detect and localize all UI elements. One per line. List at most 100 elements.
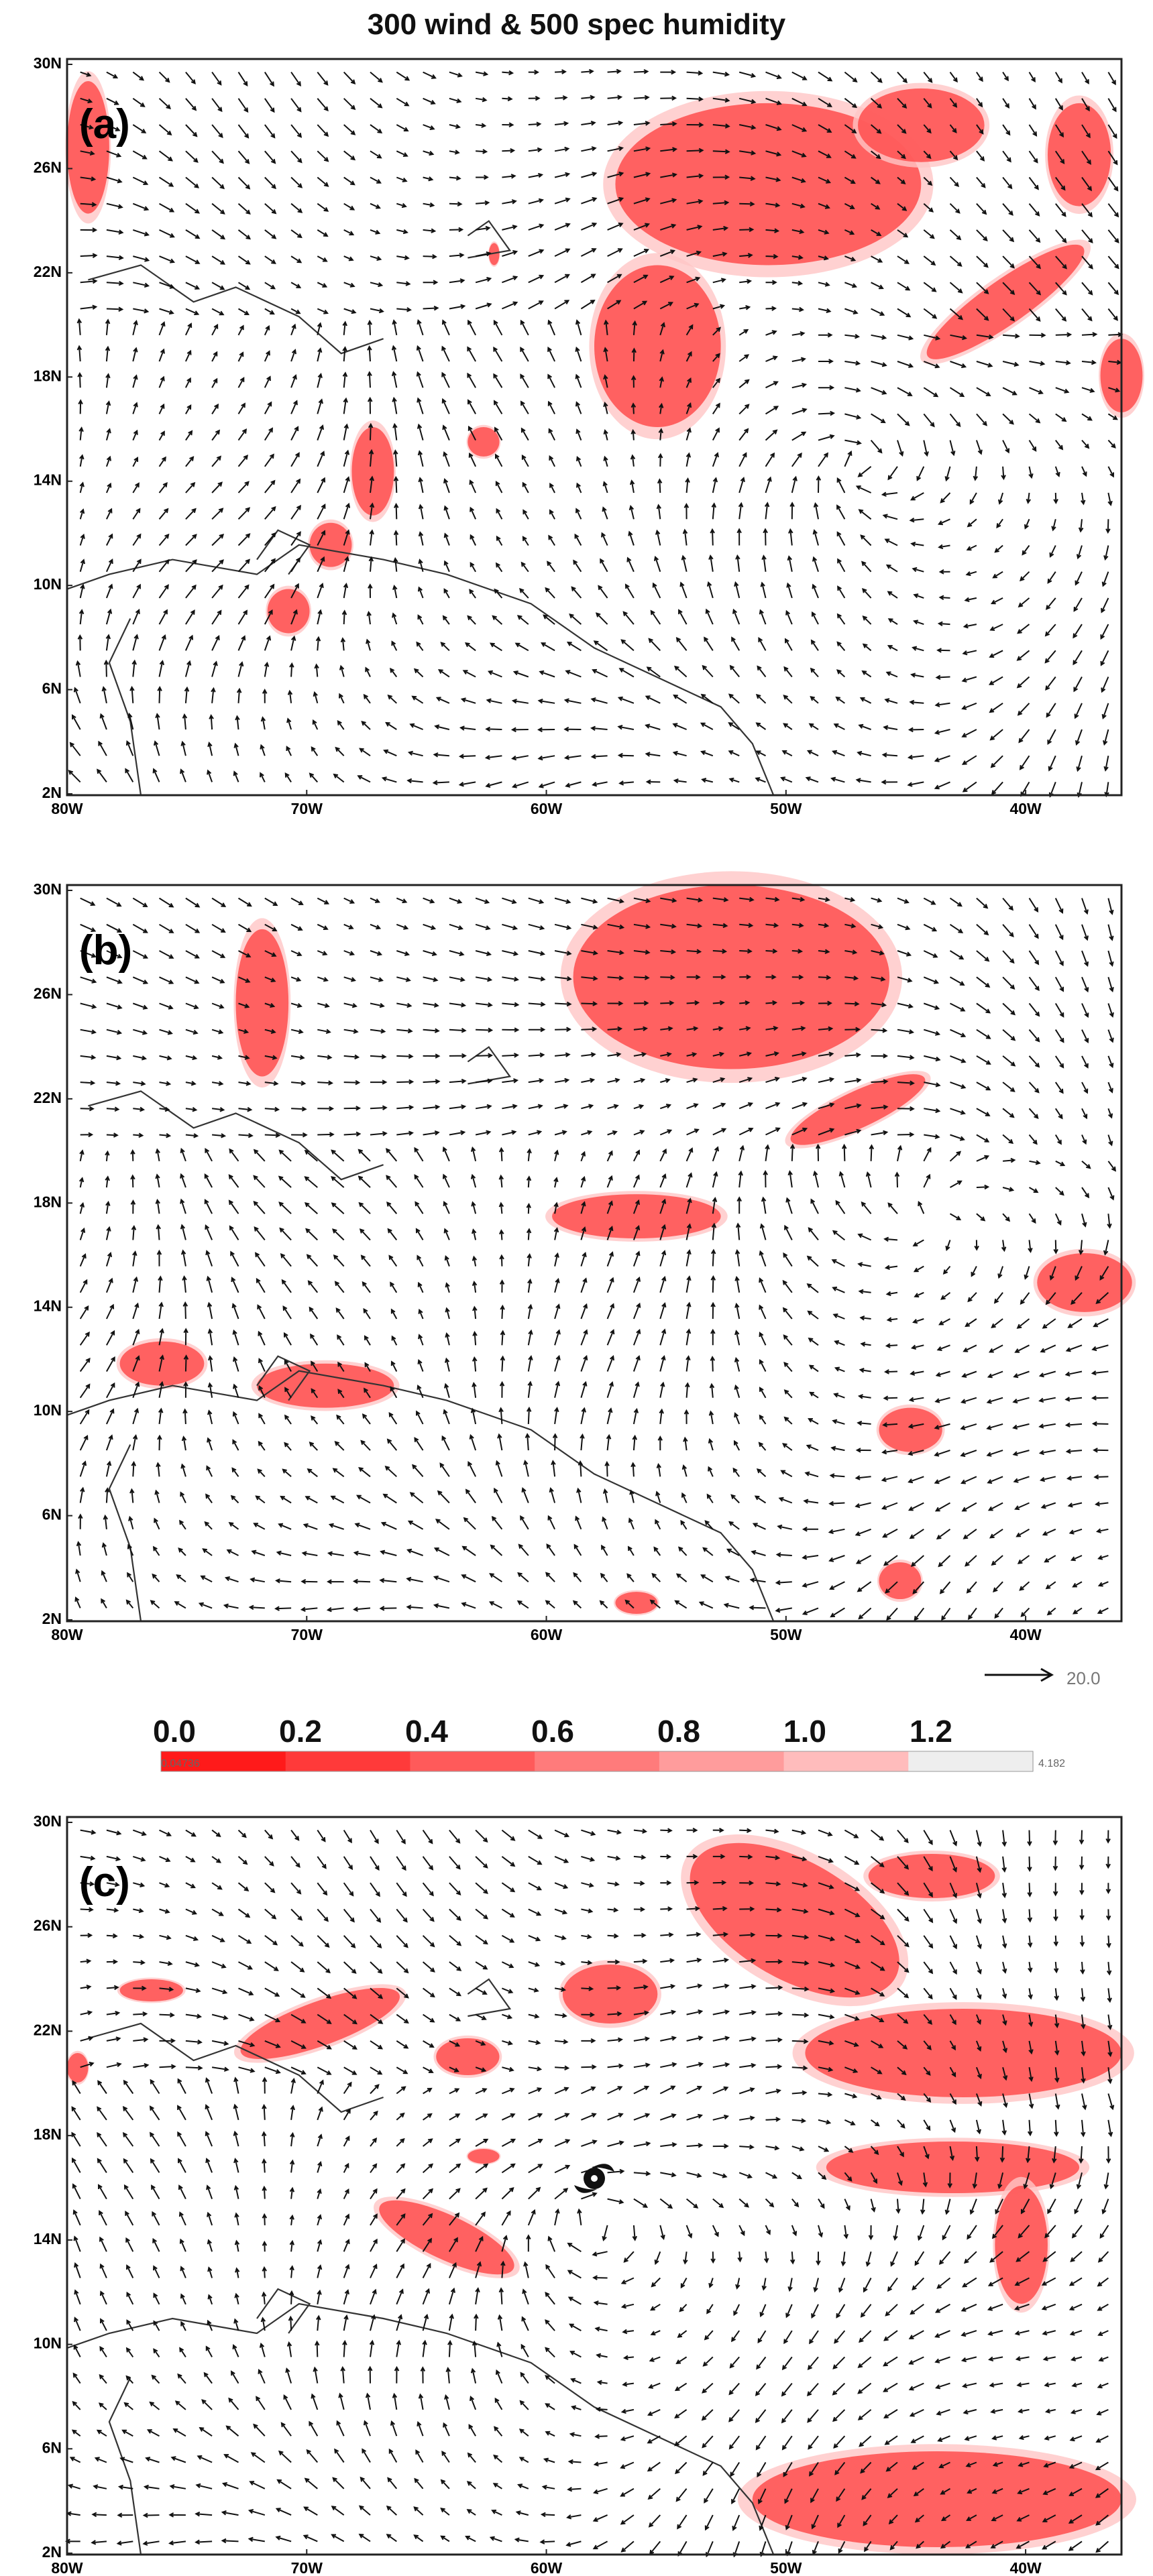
- wind-arrow: [549, 482, 555, 493]
- wind-arrow: [975, 2119, 981, 2135]
- wind-arrow: [990, 2540, 1003, 2549]
- wind-arrow: [912, 646, 924, 652]
- wind-arrow: [201, 2399, 213, 2410]
- wind-arrow: [976, 282, 989, 294]
- wind-arrow: [966, 1581, 977, 1594]
- wind-arrow: [106, 1829, 122, 1836]
- wind-arrow: [775, 1552, 792, 1558]
- wind-arrow: [791, 2198, 800, 2208]
- wind-arrow: [420, 2366, 426, 2384]
- wind-arrow: [97, 2131, 107, 2147]
- wind-arrow: [443, 478, 450, 493]
- wind-arrow: [185, 1829, 197, 1837]
- wind-arrow: [1001, 1240, 1007, 1252]
- wind-arrow: [782, 1279, 793, 1293]
- wind-arrow: [964, 2435, 977, 2441]
- wind-arrow: [870, 1856, 885, 1868]
- wind-arrow: [390, 1386, 398, 1399]
- wind-arrow: [604, 1460, 610, 1477]
- wind-arrow: [475, 2113, 488, 2121]
- wind-arrow: [659, 1173, 667, 1188]
- wind-arrow: [728, 722, 740, 730]
- wind-arrow: [317, 2161, 323, 2173]
- wind-arrow: [975, 1909, 982, 1924]
- wind-arrow: [844, 124, 857, 134]
- wind-arrow: [765, 124, 782, 131]
- wind-arrow: [738, 124, 757, 130]
- wind-arrow: [327, 1551, 344, 1556]
- wind-arrow: [396, 2040, 409, 2049]
- wind-arrow: [844, 333, 861, 339]
- wind-arrow: [494, 2426, 503, 2437]
- wind-arrow: [238, 1081, 252, 1086]
- wind-arrow: [1053, 492, 1058, 504]
- wind-arrow: [909, 1528, 924, 1539]
- wind-arrow: [207, 1328, 213, 1346]
- wind-arrow: [1015, 2356, 1030, 2361]
- wind-arrow: [264, 325, 270, 336]
- wind-arrow: [554, 2087, 569, 2095]
- wind-arrow: [129, 685, 135, 703]
- wind-arrow: [79, 533, 85, 546]
- wind-arrow: [117, 2484, 133, 2490]
- wind-arrow: [595, 612, 608, 625]
- wind-arrow: [949, 282, 963, 294]
- wind-arrow: [596, 2353, 608, 2358]
- wind-arrow: [897, 897, 910, 904]
- wind-arrow: [575, 1515, 582, 1530]
- wind-arrow: [949, 255, 963, 267]
- wind-arrow: [465, 2535, 476, 2542]
- wind-arrow: [264, 202, 277, 215]
- wind-arrow: [132, 71, 145, 81]
- lat-tick-label: 2N: [42, 784, 62, 801]
- wind-arrow: [570, 2378, 582, 2384]
- wind-arrow: [343, 255, 354, 261]
- wind-arrow: [950, 1002, 966, 1012]
- wind-arrow: [290, 1935, 304, 1947]
- wind-arrow: [317, 1856, 327, 1869]
- wind-arrow: [885, 1581, 898, 1594]
- wind-arrow: [922, 2172, 928, 2188]
- wind-arrow: [422, 2262, 431, 2278]
- wind-arrow: [883, 1236, 898, 1242]
- wind-arrow: [660, 1906, 673, 1912]
- wind-arrow: [475, 2211, 486, 2226]
- wind-arrow: [738, 1145, 745, 1162]
- wind-arrow: [205, 1250, 213, 1267]
- wind-arrow: [607, 1130, 618, 1136]
- wind-arrow: [791, 475, 798, 493]
- wind-arrow: [976, 976, 991, 988]
- wind-arrow: [407, 1520, 424, 1530]
- wind-arrow: [352, 1578, 371, 1584]
- wind-arrow: [739, 150, 757, 156]
- wind-arrow: [545, 1600, 555, 1609]
- wind-arrow: [262, 2266, 267, 2278]
- wind-arrow: [158, 897, 174, 908]
- wind-arrow: [633, 1828, 648, 1834]
- wind-arrow: [844, 1908, 861, 1918]
- wind-arrow: [1081, 282, 1093, 296]
- wind-arrow: [264, 2013, 281, 2023]
- wind-arrow: [158, 456, 166, 467]
- lat-tick-label: 18N: [34, 367, 62, 384]
- wind-arrow: [342, 371, 348, 388]
- wind-arrow: [106, 1029, 123, 1035]
- wind-arrow: [648, 638, 661, 651]
- wind-arrow: [633, 1077, 646, 1084]
- wind-arrow: [711, 502, 717, 520]
- wind-arrow: [343, 2213, 350, 2226]
- wind-arrow: [975, 2093, 983, 2107]
- wind-arrow: [105, 428, 111, 441]
- wind-arrow: [333, 773, 345, 783]
- humidity-region: [552, 1194, 721, 1239]
- wind-arrow: [264, 98, 275, 113]
- wind-arrow: [739, 1854, 753, 1860]
- wind-arrow: [1002, 2014, 1007, 2026]
- wind-arrow: [590, 754, 608, 760]
- wind-arrow: [994, 544, 1003, 553]
- wind-arrow: [180, 1463, 186, 1477]
- wind-arrow: [791, 896, 806, 902]
- wind-arrow: [660, 2036, 677, 2042]
- wind-arrow: [738, 379, 750, 388]
- wind-arrow: [311, 1388, 319, 1399]
